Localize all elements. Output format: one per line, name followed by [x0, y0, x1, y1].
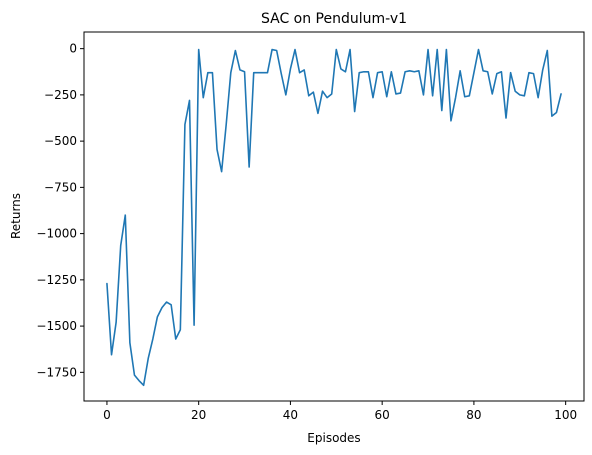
x-tick-label: 60 [375, 408, 390, 422]
y-tick-label: −250 [44, 88, 77, 102]
x-tick-label: 0 [103, 408, 111, 422]
chart-title: SAC on Pendulum-v1 [261, 11, 407, 27]
returns-series-line [106, 48, 562, 387]
plot-area [106, 48, 562, 387]
y-tick-label: −1250 [36, 273, 77, 287]
y-tick-label: −500 [44, 134, 77, 148]
x-tick-label: 100 [554, 408, 577, 422]
y-tick-label: −1750 [36, 365, 77, 379]
y-tick-label: −1000 [36, 227, 77, 241]
y-tick-label: −1500 [36, 319, 77, 333]
y-tick-label: −750 [44, 180, 77, 194]
x-tick-label: 40 [283, 408, 298, 422]
x-tick-label: 20 [191, 408, 206, 422]
x-axis-ticks: 0 20 40 60 80 100 [103, 401, 577, 422]
x-axis-label: Episodes [307, 431, 360, 445]
y-tick-label: 0 [69, 42, 77, 56]
x-tick-label: 80 [466, 408, 481, 422]
axes-frame [83, 31, 585, 402]
y-axis-ticks: 0 −250 −500 −750 −1000 −1250 −1500 −1750 [36, 42, 84, 379]
y-axis-label: Returns [9, 193, 23, 239]
